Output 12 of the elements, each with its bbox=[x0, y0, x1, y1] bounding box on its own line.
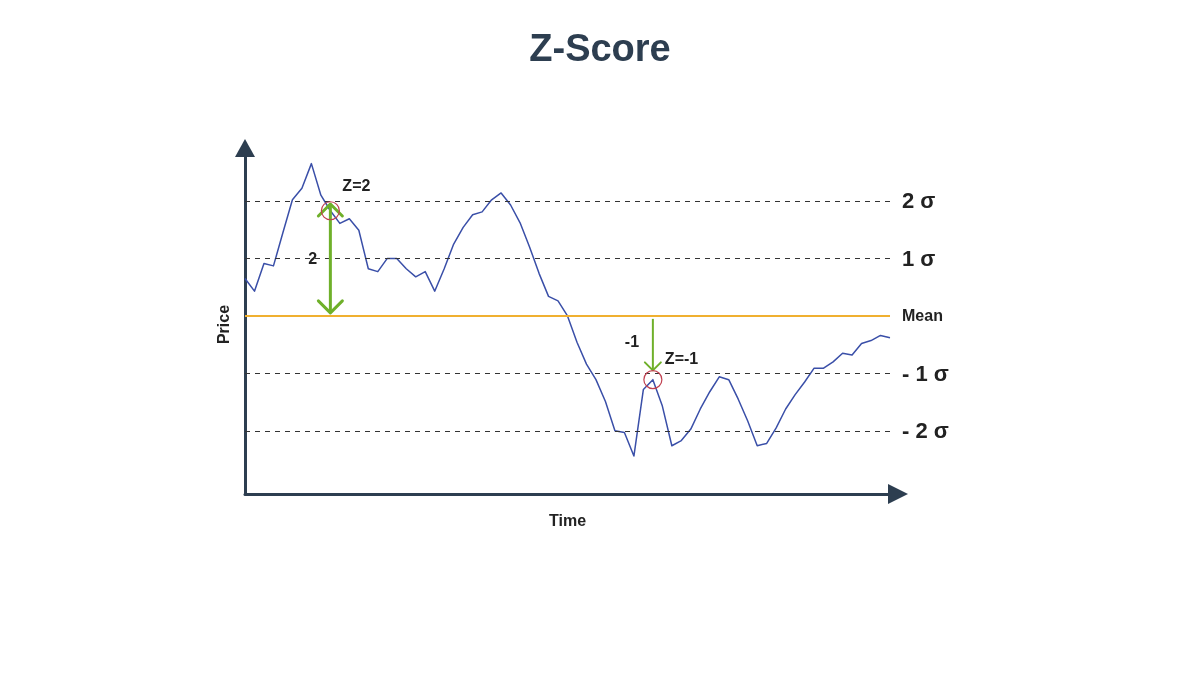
annotation: Z=2 bbox=[342, 176, 371, 195]
ref-line-label: 2 σ bbox=[902, 188, 936, 214]
ref-line-label: Mean bbox=[902, 307, 943, 325]
y-axis-title: Price bbox=[214, 304, 232, 345]
ref-line-label: - 2 σ bbox=[902, 418, 949, 444]
chart-title: Z-Score bbox=[529, 27, 671, 69]
annotation: Z=-1 bbox=[664, 349, 699, 368]
annotation: 2 bbox=[308, 250, 318, 269]
annotation: -1 bbox=[624, 332, 640, 351]
ref-line-label: 1 σ bbox=[902, 245, 936, 271]
x-axis-title: Time bbox=[548, 511, 587, 529]
ref-line-label: - 1 σ bbox=[902, 360, 949, 386]
